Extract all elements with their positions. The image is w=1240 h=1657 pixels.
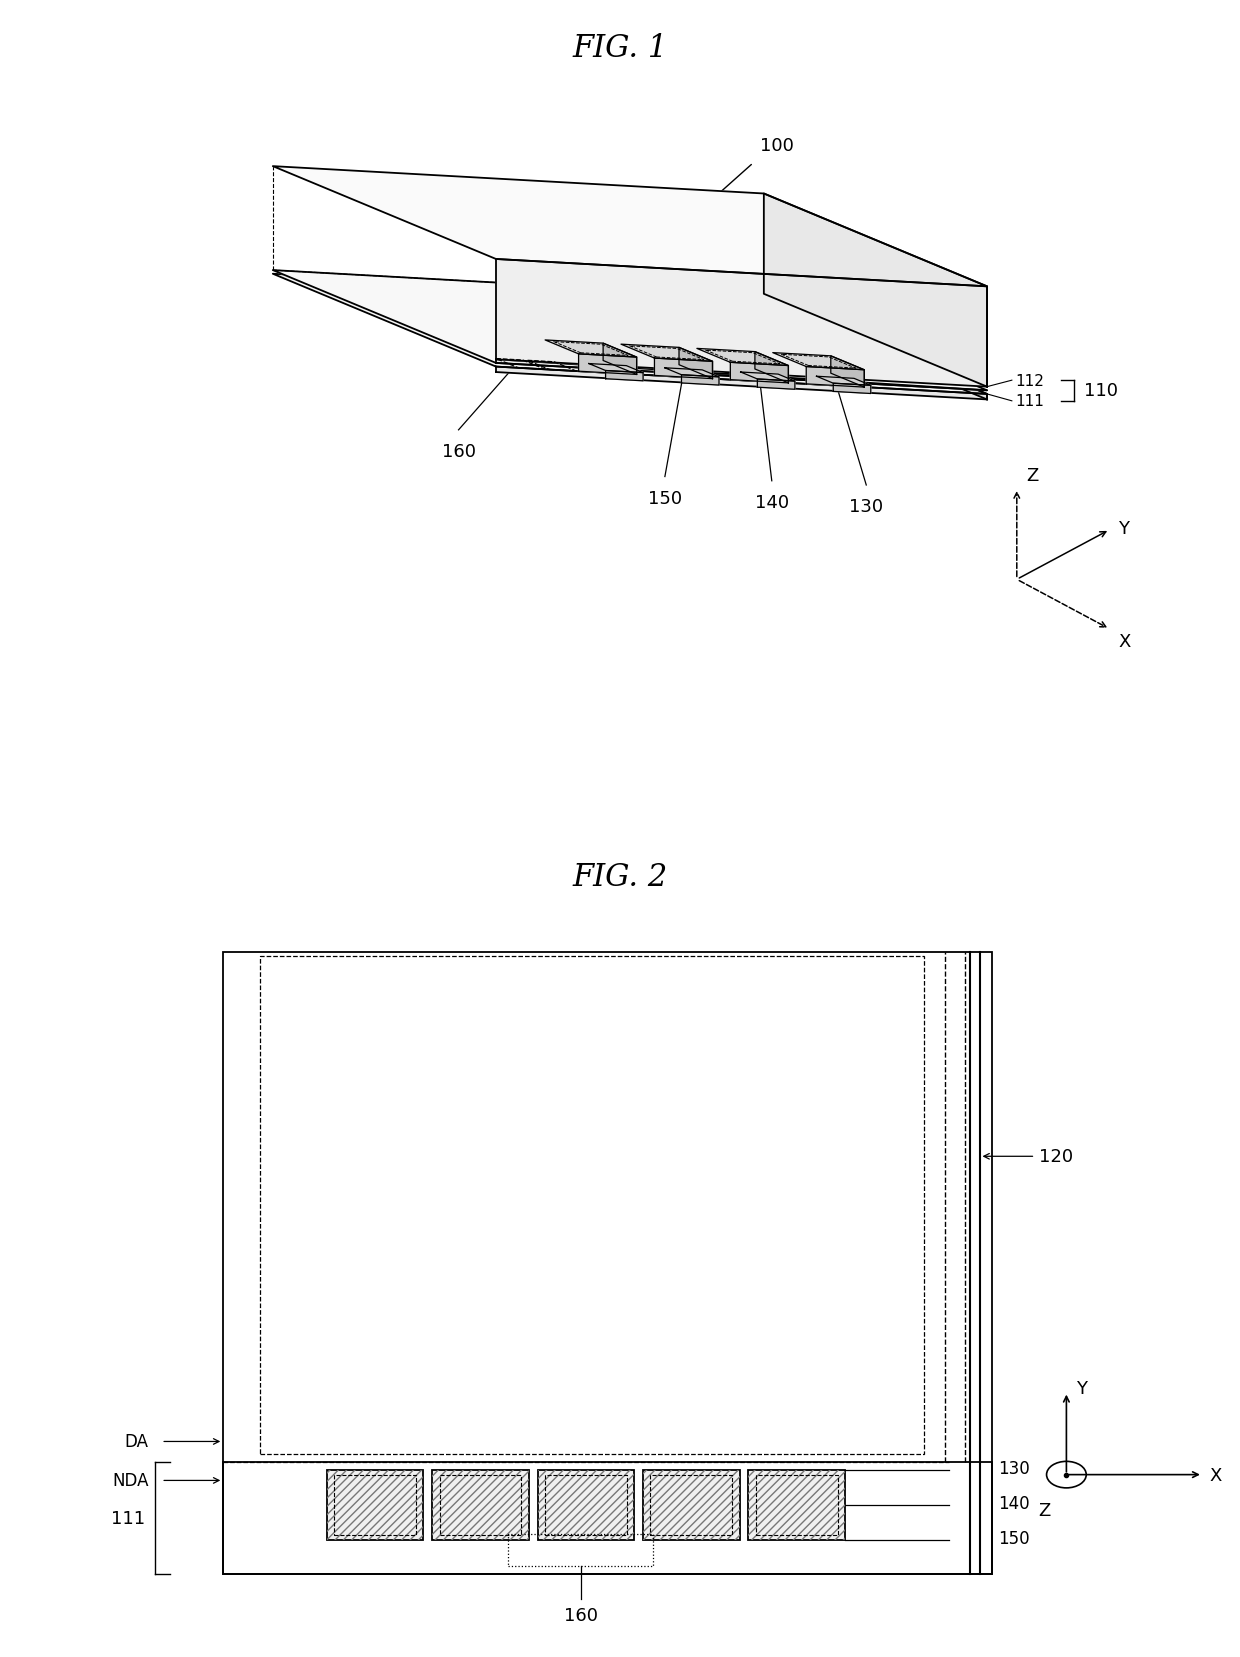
- Text: NDA: NDA: [113, 1471, 149, 1490]
- Bar: [544, 1475, 626, 1534]
- Polygon shape: [680, 348, 713, 379]
- Text: Y: Y: [1118, 520, 1130, 537]
- Text: 140: 140: [755, 494, 789, 512]
- Text: 150: 150: [998, 1529, 1030, 1548]
- Polygon shape: [546, 341, 636, 358]
- Polygon shape: [764, 194, 987, 388]
- Text: X: X: [1209, 1466, 1221, 1483]
- Polygon shape: [833, 384, 870, 394]
- Text: 120: 120: [1039, 1148, 1074, 1165]
- Bar: [538, 1470, 634, 1539]
- Polygon shape: [806, 368, 864, 388]
- Polygon shape: [589, 365, 644, 373]
- Bar: [326, 1470, 423, 1539]
- Text: 130: 130: [849, 499, 883, 515]
- Bar: [749, 1470, 846, 1539]
- Polygon shape: [496, 260, 987, 388]
- Bar: [326, 1470, 423, 1539]
- Polygon shape: [697, 350, 789, 366]
- Text: 100: 100: [760, 138, 794, 156]
- Polygon shape: [579, 355, 636, 374]
- Polygon shape: [655, 360, 713, 379]
- Text: DA: DA: [125, 1433, 149, 1450]
- Polygon shape: [273, 275, 987, 394]
- Polygon shape: [621, 345, 713, 363]
- Text: 111: 111: [110, 1510, 145, 1528]
- Bar: [223, 1461, 992, 1574]
- Polygon shape: [605, 371, 644, 381]
- Bar: [644, 1470, 739, 1539]
- Polygon shape: [273, 270, 987, 391]
- Text: 140: 140: [998, 1495, 1030, 1513]
- Bar: [260, 958, 924, 1455]
- Text: 110: 110: [1084, 383, 1117, 401]
- Text: FIG. 2: FIG. 2: [573, 862, 667, 893]
- Polygon shape: [740, 373, 795, 381]
- Text: Z: Z: [1027, 467, 1039, 484]
- Polygon shape: [831, 356, 864, 388]
- Polygon shape: [816, 378, 870, 386]
- Bar: [432, 1470, 528, 1539]
- Text: 111: 111: [1016, 394, 1044, 409]
- Text: FIG. 1: FIG. 1: [573, 33, 667, 65]
- Bar: [644, 1470, 739, 1539]
- Text: Z: Z: [1038, 1501, 1050, 1519]
- Polygon shape: [773, 353, 864, 371]
- Text: 112: 112: [1016, 373, 1044, 388]
- Text: 160: 160: [564, 1606, 598, 1624]
- Bar: [650, 1475, 732, 1534]
- Bar: [439, 1475, 521, 1534]
- Bar: [335, 1475, 417, 1534]
- Polygon shape: [682, 376, 719, 386]
- Polygon shape: [603, 345, 636, 374]
- Polygon shape: [730, 363, 789, 384]
- Text: X: X: [1118, 633, 1131, 651]
- Bar: [432, 1470, 528, 1539]
- Bar: [223, 953, 992, 1574]
- Polygon shape: [755, 353, 789, 384]
- Polygon shape: [665, 368, 719, 378]
- Polygon shape: [764, 302, 987, 401]
- Polygon shape: [496, 360, 987, 391]
- Bar: [749, 1470, 846, 1539]
- Polygon shape: [273, 167, 987, 287]
- Bar: [755, 1475, 838, 1534]
- Bar: [538, 1470, 634, 1539]
- Polygon shape: [758, 379, 795, 389]
- Text: 150: 150: [647, 490, 682, 507]
- Text: 160: 160: [441, 442, 476, 461]
- Bar: [508, 1534, 653, 1566]
- Text: Y: Y: [1076, 1379, 1087, 1397]
- Text: 130: 130: [998, 1460, 1030, 1478]
- Polygon shape: [496, 368, 987, 401]
